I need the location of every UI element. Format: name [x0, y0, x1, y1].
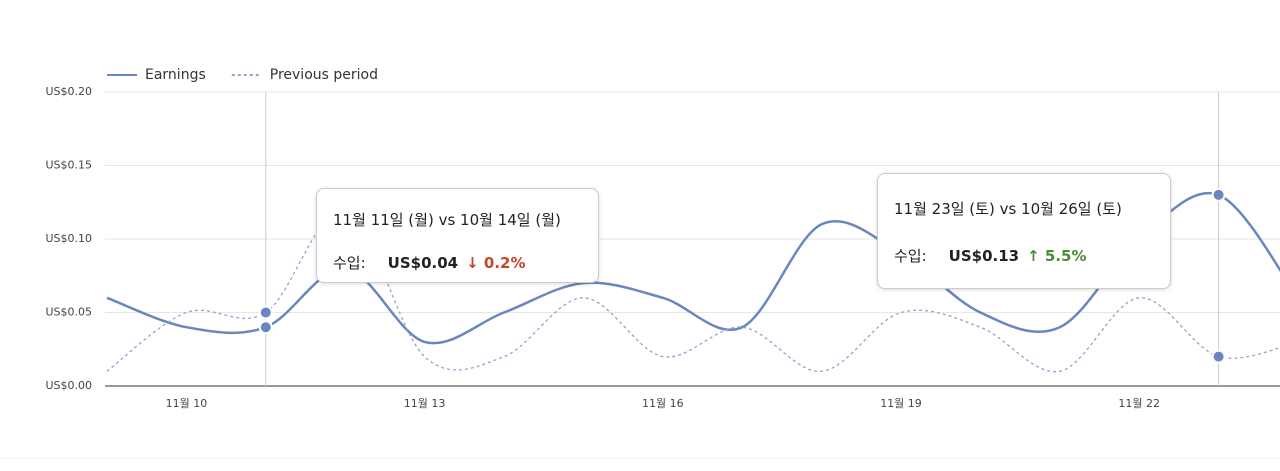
y-tick-label: US$0.10 — [45, 232, 92, 245]
hover-point — [258, 320, 273, 335]
hover-point — [258, 305, 273, 320]
tooltip-change: ↓ 0.2% — [466, 254, 526, 272]
y-tick-label: US$0.00 — [45, 379, 92, 392]
x-tick-label: 11월 22 — [1118, 397, 1160, 410]
hover-point — [1211, 187, 1226, 202]
tooltip-label: 수입: — [894, 247, 927, 265]
y-tick-label: US$0.20 — [45, 85, 92, 98]
x-tick-label: 11월 13 — [404, 397, 446, 410]
hover-point — [1211, 349, 1226, 364]
series-line — [106, 208, 1280, 373]
tooltip-value: US$0.13 — [948, 247, 1020, 265]
x-tick-label: 11월 16 — [642, 397, 684, 410]
legend-label: Previous period — [270, 67, 378, 83]
tooltip-title: 11월 23일 (토) vs 10월 26일 (토) — [894, 200, 1122, 218]
x-tick-label: 11월 19 — [880, 397, 922, 410]
tooltip-row: 수입: US$0.13 ↑ 5.5% — [894, 245, 1154, 266]
tooltip: 11월 23일 (토) vs 10월 26일 (토) 수입: US$0.13 ↑ 5.… — [877, 173, 1171, 289]
tooltip-change: ↑ 5.5% — [1027, 247, 1087, 265]
x-tick-label: 11월 10 — [166, 397, 208, 410]
tooltip-value: US$0.04 — [387, 254, 459, 272]
tooltip-title: 11월 11일 (월) vs 10월 14일 (월) — [333, 211, 561, 229]
tooltip: 11월 11일 (월) vs 10월 14일 (월) 수입: US$0.04 ↓ 0.… — [316, 188, 599, 283]
y-tick-label: US$0.15 — [45, 159, 92, 172]
y-tick-label: US$0.05 — [45, 306, 92, 319]
tooltip-label: 수입: — [333, 254, 366, 272]
tooltip-row: 수입: US$0.04 ↓ 0.2% — [333, 252, 582, 273]
legend-label: Earnings — [145, 67, 206, 83]
